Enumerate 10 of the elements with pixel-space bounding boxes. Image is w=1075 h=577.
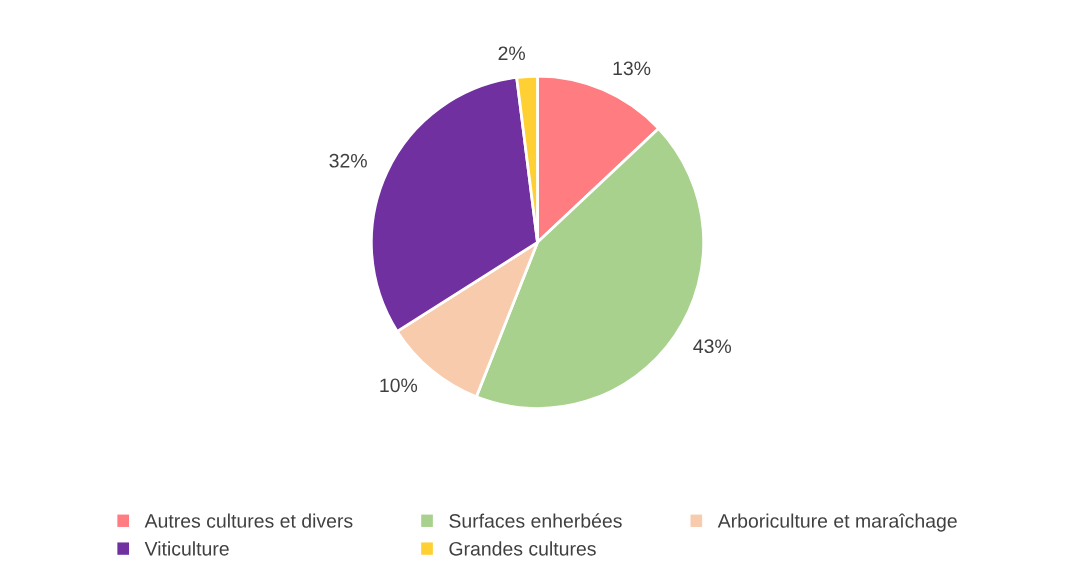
legend-label: Viticulture bbox=[144, 541, 229, 556]
data-label: 32% bbox=[329, 153, 367, 168]
data-label: 10% bbox=[380, 378, 418, 393]
legend-label: Autres cultures et divers bbox=[144, 513, 353, 528]
data-label: 2% bbox=[498, 46, 526, 61]
legend-label: Arboriculture et maraîchage bbox=[717, 513, 957, 532]
legend-label: Grandes cultures bbox=[449, 541, 596, 556]
data-label: 43% bbox=[693, 339, 732, 354]
legend-label: Surfaces enherbées bbox=[449, 513, 622, 528]
data-label: 13% bbox=[613, 61, 651, 76]
